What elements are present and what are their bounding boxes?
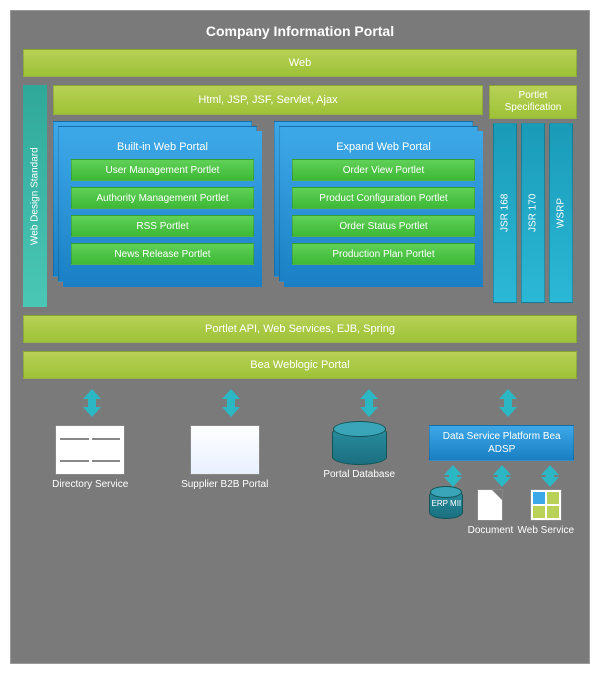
builtin-title: Built-in Web Portal	[71, 141, 254, 153]
supplier-portal: Supplier B2B Portal	[157, 425, 291, 491]
arrow-icon	[493, 465, 511, 487]
directory-icon	[55, 425, 125, 475]
arrow-row-top	[23, 387, 577, 419]
portlet-item: Order View Portlet	[292, 159, 475, 181]
service-label: Supplier B2B Portal	[181, 479, 268, 491]
portlet-spec: Portlet Specification JSR 168 JSR 170 WS…	[489, 85, 577, 307]
web-layer: Web	[23, 49, 577, 77]
expand-title: Expand Web Portal	[292, 141, 475, 153]
arrow-icon	[444, 465, 462, 487]
services-row: Directory Service Supplier B2B Portal Po…	[23, 425, 577, 537]
expand-stack: Expand Web Portal Order View Portlet Pro…	[274, 121, 483, 287]
builtin-stack: Built-in Web Portal User Management Port…	[53, 121, 262, 287]
api-layer: Portlet API, Web Services, EJB, Spring	[23, 315, 577, 343]
document-icon	[477, 489, 503, 521]
erp-icon: ERP MII	[429, 489, 463, 519]
service-label: Directory Service	[52, 479, 128, 491]
web-service: Web Service	[518, 489, 575, 537]
spec-bar: JSR 170	[521, 123, 545, 303]
arrow-icon	[360, 389, 378, 417]
data-service-platform: Data Service Platform Bea ADSP ERP MII D…	[426, 425, 577, 537]
spec-bars: JSR 168 JSR 170 WSRP	[489, 119, 577, 307]
spec-bar: WSRP	[549, 123, 573, 303]
portlet-item: News Release Portlet	[71, 243, 254, 265]
service-label: Portal Database	[323, 469, 395, 481]
services-area: Directory Service Supplier B2B Portal Po…	[23, 387, 577, 537]
weblogic-layer: Bea Weblogic Portal	[23, 351, 577, 379]
erp-service: ERP MII	[429, 489, 463, 537]
database-icon	[332, 425, 387, 465]
arrow-icon	[222, 389, 240, 417]
tech-layer: Html, JSP, JSF, Servlet, Ajax	[53, 85, 483, 115]
dsp-box: Data Service Platform Bea ADSP	[429, 425, 574, 461]
document-service: Document	[468, 489, 514, 537]
portlet-item: Product Configuration Portlet	[292, 187, 475, 209]
diagram-canvas: Company Information Portal Web Web Desig…	[10, 10, 590, 664]
dsp-sub-services: ERP MII Document Web Service	[429, 489, 574, 537]
portlet-spec-title: Portlet Specification	[489, 85, 577, 119]
spec-bar: JSR 168	[493, 123, 517, 303]
webservice-icon	[530, 489, 562, 521]
arrow-icon	[499, 389, 517, 417]
portal-panels: Built-in Web Portal User Management Port…	[53, 121, 483, 307]
expand-panel: Expand Web Portal Order View Portlet Pro…	[284, 131, 483, 287]
portlet-item: User Management Portlet	[71, 159, 254, 181]
portal-database: Portal Database	[292, 425, 426, 481]
arrow-icon	[541, 465, 559, 487]
dsp-arrow-row	[429, 463, 574, 489]
arrow-icon	[83, 389, 101, 417]
diagram-title: Company Information Portal	[23, 23, 577, 39]
builtin-panel: Built-in Web Portal User Management Port…	[63, 131, 262, 287]
portlet-item: Production Plan Portlet	[292, 243, 475, 265]
middle-column: Html, JSP, JSF, Servlet, Ajax Built-in W…	[53, 85, 483, 307]
web-design-standard-bar: Web Design Standard	[23, 85, 47, 307]
directory-service: Directory Service	[23, 425, 157, 491]
supplier-icon	[190, 425, 260, 475]
portlet-item: Authority Management Portlet	[71, 187, 254, 209]
service-label: Document	[468, 525, 514, 537]
portlet-item: Order Status Portlet	[292, 215, 475, 237]
portlet-item: RSS Portlet	[71, 215, 254, 237]
service-label: Web Service	[518, 525, 575, 537]
